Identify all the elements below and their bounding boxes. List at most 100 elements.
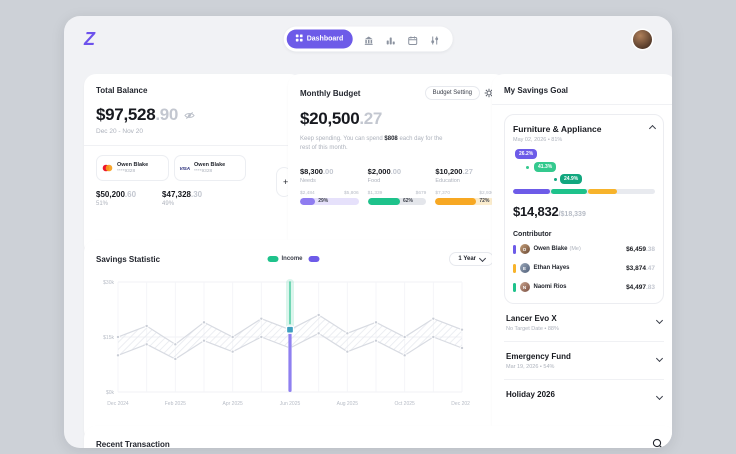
chevron-up-icon[interactable] xyxy=(648,124,657,133)
chip-connector-dot xyxy=(554,178,557,181)
contributor-row[interactable]: E Ethan Hayes $3,874.47 xyxy=(513,260,655,276)
nav-analytics-button[interactable] xyxy=(385,34,396,45)
goal-name: Emergency Fund xyxy=(506,352,571,361)
chip-connector-dot xyxy=(526,166,529,169)
account-chip-mastercard[interactable]: Owen Blake ****9328 xyxy=(96,155,169,181)
mastercard-icon xyxy=(102,159,113,177)
nav-dashboard-label: Dashboard xyxy=(306,35,344,43)
budget-category-food: $2,000.00 Food $1,339 $679 62% xyxy=(367,166,427,205)
top-bar: Z Dashboard xyxy=(84,24,652,54)
dashboard-grid-icon xyxy=(295,34,303,44)
budget-category-education: $10,200.27 Education $7,370 $2,930 72% xyxy=(435,166,495,205)
bank-icon xyxy=(364,34,374,49)
goal-row-holiday-2026[interactable]: Holiday 2026 xyxy=(504,379,664,411)
search-icon[interactable] xyxy=(652,438,664,448)
period-selector[interactable]: 1 Year xyxy=(449,252,494,266)
category-label: Food xyxy=(367,177,381,184)
app-logo: Z xyxy=(84,29,95,49)
nav-calendar-button[interactable] xyxy=(407,34,418,45)
category-progress-bar: 72% xyxy=(435,197,495,205)
goal-row-emergency-fund[interactable]: Emergency Fund Mar 19, 2026 • 54% xyxy=(504,341,664,379)
sliders-icon xyxy=(430,34,440,49)
caret-down-icon xyxy=(478,254,487,262)
category-label: Education xyxy=(435,177,460,184)
eye-off-icon[interactable] xyxy=(184,110,195,121)
account-chip-visa[interactable]: VISA Owen Blake ****9328 xyxy=(173,155,246,181)
nav-bank-button[interactable] xyxy=(363,34,374,45)
goal-name: Furniture & Appliance xyxy=(513,124,602,134)
balance-split: $47,328.30 49% xyxy=(162,190,203,207)
goal-row-lancer-evo-x[interactable]: Lancer Evo X No Target Date • 88% xyxy=(504,304,664,341)
category-remaining: $2,930 xyxy=(479,190,495,196)
goal-progress-bar xyxy=(513,189,655,194)
legend-income-swatch xyxy=(267,256,279,262)
account-holder-name: Owen Blake xyxy=(194,161,226,168)
savings-statistic-title: Savings Statistic xyxy=(96,254,161,264)
nav-dashboard-button[interactable]: Dashboard xyxy=(286,29,353,49)
svg-text:$0k: $0k xyxy=(106,390,115,396)
goal-name: Holiday 2026 xyxy=(506,390,555,399)
category-remaining: $5,806 xyxy=(344,190,359,196)
category-spent: $1,339 xyxy=(367,190,383,196)
other-goals-list: Lancer Evo X No Target Date • 88% Emerge… xyxy=(504,304,664,411)
featured-goal: Furniture & Appliance May 02, 2026 • 81%… xyxy=(504,114,664,304)
total-balance-amount: $97,528.90 xyxy=(96,105,179,124)
contributor-color-bar xyxy=(513,282,516,292)
savings-goal-card: My Savings Goal Furniture & Appliance Ma… xyxy=(492,74,672,442)
category-remaining: $679 xyxy=(415,190,427,196)
budget-category-needs: $8,300.00 Needs $2,484 $5,806 29% xyxy=(300,166,359,205)
app-window: Z Dashboard xyxy=(64,16,672,448)
calendar-icon xyxy=(408,34,418,49)
goal-amount: $14,832/$18,339 xyxy=(513,204,586,219)
balance-date-range: Dec 20 - Nov 20 xyxy=(96,128,143,135)
svg-text:Feb 2025: Feb 2025 xyxy=(165,401,186,407)
split-percent: 49% xyxy=(162,201,175,207)
divider xyxy=(492,104,672,105)
contributor-color-bar xyxy=(513,263,516,273)
monthly-budget-card: Monthly Budget Budget Setting $20,500.27… xyxy=(288,74,506,256)
contributor-avatar: E xyxy=(519,263,530,273)
category-spent: $2,484 xyxy=(300,190,315,196)
svg-text:Dec 2024: Dec 2024 xyxy=(107,401,129,407)
contributor-color-bar xyxy=(513,244,516,254)
goal-share-chip: 41.3% xyxy=(534,162,557,172)
account-masked-number: ****9328 xyxy=(117,168,136,174)
contributor-row[interactable]: N Naomi Rios $4,497.83 xyxy=(513,279,655,295)
contributor-avatar: O xyxy=(519,244,530,254)
chart-legend: Income xyxy=(267,256,322,262)
category-label: Needs xyxy=(300,177,316,184)
category-progress-bar: 29% xyxy=(300,197,359,205)
legend-income-label: Income xyxy=(281,256,303,262)
monthly-budget-title: Monthly Budget xyxy=(300,88,361,98)
nav-sliders-button[interactable] xyxy=(429,34,440,45)
svg-text:Oct 2025: Oct 2025 xyxy=(395,401,416,407)
svg-text:Jun 2025: Jun 2025 xyxy=(280,401,301,407)
total-balance-title: Total Balance xyxy=(96,86,148,95)
chevron-down-icon xyxy=(655,392,664,401)
contributor-heading: Contributor xyxy=(513,231,552,238)
category-spent: $7,370 xyxy=(435,190,451,196)
goal-share-chip: 26.2% xyxy=(515,149,538,159)
recent-transaction-title: Recent Transaction xyxy=(96,439,170,449)
contributor-row[interactable]: O Owen Blake (Me) $6,459.38 xyxy=(513,241,655,257)
divider xyxy=(84,145,302,146)
savings-line-chart[interactable]: $30k $15k $0k Dec 2024 Feb 2025 Apr 2025 Jun 2… xyxy=(96,272,470,410)
split-percent: 51% xyxy=(96,201,109,207)
recent-transaction-card: Recent Transaction xyxy=(84,426,672,448)
svg-text:$15k: $15k xyxy=(103,335,114,341)
goal-subtitle: No Target Date • 88% xyxy=(506,326,559,332)
goal-subtitle: May 02, 2026 • 81% xyxy=(513,137,563,143)
visa-icon: VISA xyxy=(179,165,191,171)
budget-hint: Keep spending. You can spend $808 each d… xyxy=(300,136,443,152)
legend-expense-swatch xyxy=(308,256,320,262)
savings-goal-title: My Savings Goal xyxy=(504,86,569,95)
chevron-down-icon xyxy=(655,316,664,325)
category-progress-bar: 62% xyxy=(367,197,427,205)
analytics-icon xyxy=(386,34,396,49)
user-avatar[interactable] xyxy=(633,29,652,49)
goal-subtitle: Mar 19, 2026 • 54% xyxy=(506,364,555,370)
savings-statistic-card: Savings Statistic Income 1 Year $30k $15k… xyxy=(84,240,506,442)
budget-setting-button[interactable]: Budget Setting xyxy=(424,86,480,100)
account-holder-name: Owen Blake xyxy=(117,161,149,168)
svg-text:Aug 2025: Aug 2025 xyxy=(337,401,359,407)
